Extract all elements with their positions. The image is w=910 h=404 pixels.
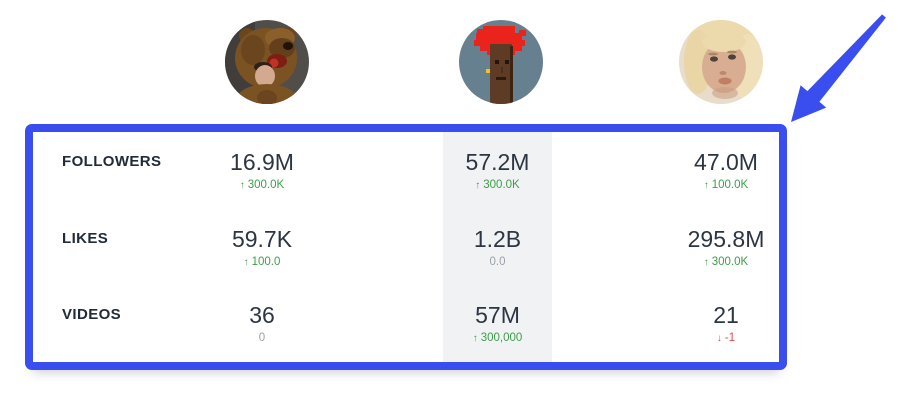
- comparison-table: FOLLOWERS 16.9M ↑ 300.0K 57.2M ↑ 300.0K: [25, 124, 787, 370]
- delta-value: 100.0: [251, 255, 281, 268]
- down-arrow-icon: ↓: [716, 333, 722, 345]
- up-arrow-icon: ↑: [243, 256, 249, 268]
- up-arrow-icon: ↑: [239, 179, 245, 191]
- row-label-cell: VIDEOS: [33, 285, 173, 362]
- stat-value: 1.2B: [473, 225, 522, 252]
- stat-cell-highlighted: 1.2B 0.0: [443, 208, 552, 286]
- stat-delta: ↑ 300.0K: [475, 177, 519, 194]
- column-gap: [351, 285, 443, 362]
- up-arrow-icon: ↑: [703, 256, 709, 268]
- bear-costume-avatar-image: [225, 20, 309, 104]
- up-arrow-icon: ↑: [703, 179, 709, 191]
- avatar-blonde-woman[interactable]: [679, 20, 763, 104]
- delta-value: 0: [258, 332, 266, 345]
- delta-value: 300.0K: [711, 255, 749, 268]
- row-label: VIDEOS: [62, 306, 122, 324]
- row-label-cell: LIKES: [33, 209, 173, 286]
- delta-value: 300,000: [480, 332, 523, 345]
- column-gap: [552, 209, 673, 286]
- table-row-followers: FOLLOWERS 16.9M ↑ 300.0K 57.2M ↑ 300.0K: [33, 132, 779, 209]
- stat-cell-highlighted: 57M ↑ 300,000: [443, 285, 552, 363]
- column-gap: [552, 285, 673, 362]
- delta-value: 300.0K: [247, 178, 285, 191]
- row-label: FOLLOWERS: [62, 152, 162, 170]
- row-label-cell: FOLLOWERS: [33, 132, 173, 209]
- stat-delta: ↑ 100.0: [244, 254, 281, 271]
- stat-value: 295.8M: [687, 225, 765, 252]
- table-row-likes: LIKES 59.7K ↑ 100.0 1.2B 0.0 295.8M: [33, 208, 779, 286]
- up-arrow-icon: ↑: [475, 179, 481, 191]
- stat-cell: 16.9M ↑ 300.0K: [173, 132, 351, 209]
- up-arrow-icon: ↑: [472, 333, 478, 345]
- stat-delta: 0.0: [490, 254, 506, 271]
- delta-value: -1: [724, 332, 736, 345]
- stat-cell-highlighted: 57.2M ↑ 300.0K: [443, 132, 552, 209]
- delta-value: 0.0: [489, 255, 506, 268]
- stat-cell: 59.7K ↑ 100.0: [173, 209, 351, 286]
- stat-value: 59.7K: [231, 225, 293, 252]
- stat-delta: 0: [259, 330, 265, 347]
- stat-delta: ↓ -1: [717, 330, 735, 347]
- stat-value: 47.0M: [694, 148, 758, 175]
- table-row-videos: VIDEOS 36 0 57M ↑ 300,000 21: [33, 285, 779, 363]
- annotation-arrow-icon: [791, 14, 886, 122]
- cryptopunk-avatar-image: [459, 20, 543, 104]
- column-gap: [351, 209, 443, 286]
- stat-cell: 21 ↓ -1: [673, 285, 779, 362]
- blonde-woman-avatar-image: [679, 20, 763, 104]
- column-gap: [552, 132, 673, 209]
- stat-value: 36: [249, 302, 275, 329]
- stat-value: 16.9M: [230, 148, 294, 175]
- stat-cell: 295.8M ↑ 300.0K: [673, 209, 779, 286]
- delta-value: 100.0K: [711, 178, 749, 191]
- stat-value: 57.2M: [465, 148, 530, 175]
- stat-value: 57M: [475, 302, 520, 329]
- stat-delta: ↑ 300,000: [473, 330, 523, 347]
- stat-delta: ↑ 100.0K: [704, 177, 748, 194]
- avatar-bear-costume[interactable]: [225, 20, 309, 104]
- row-label: LIKES: [62, 229, 109, 247]
- avatar-cryptopunk[interactable]: [459, 20, 543, 104]
- stat-delta: ↑ 300.0K: [240, 177, 284, 194]
- stat-cell: 47.0M ↑ 100.0K: [673, 132, 779, 209]
- stat-cell: 36 0: [173, 285, 351, 362]
- delta-value: 300.0K: [483, 178, 520, 191]
- stat-delta: ↑ 300.0K: [704, 254, 748, 271]
- stat-value: 21: [713, 302, 739, 329]
- column-gap: [351, 132, 443, 209]
